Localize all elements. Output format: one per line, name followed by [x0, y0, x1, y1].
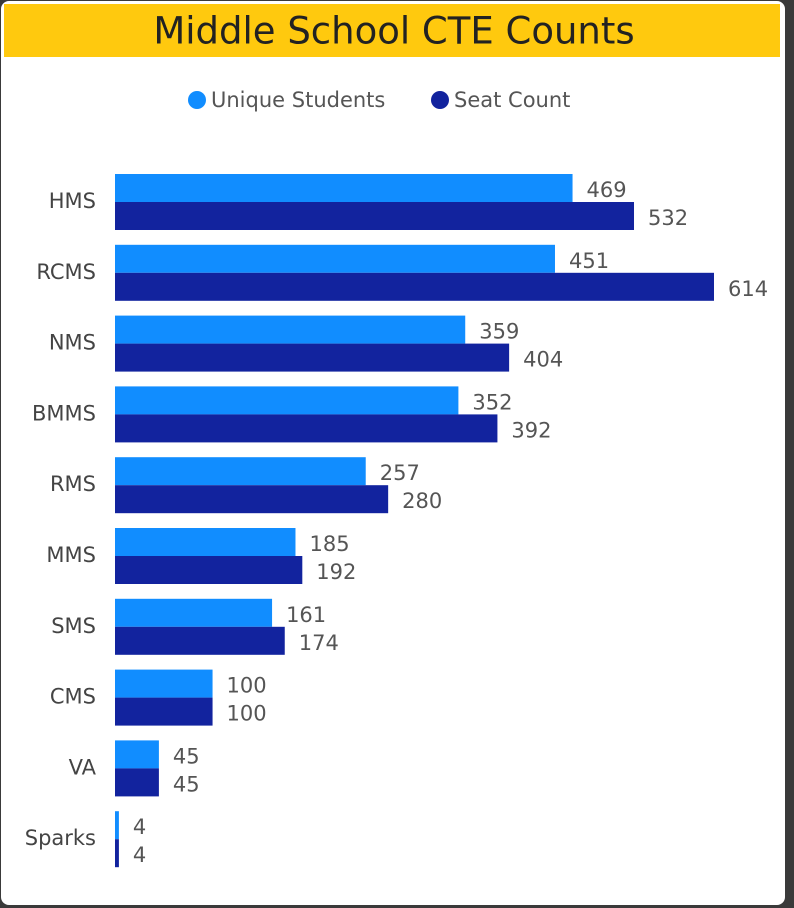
bar [115, 740, 159, 769]
data-label: 174 [299, 631, 339, 655]
data-label: 614 [728, 277, 768, 301]
bar [115, 315, 466, 344]
legend-swatch [431, 91, 449, 109]
y-tick-label: BMMS [32, 401, 96, 425]
y-tick-label: MMS [46, 543, 96, 567]
data-label: 404 [523, 348, 563, 372]
data-label: 4 [133, 815, 146, 839]
bar [115, 528, 296, 556]
y-tick-label: CMS [50, 685, 96, 709]
bar [115, 697, 213, 726]
bar [115, 202, 635, 230]
bar [115, 768, 159, 797]
legend-label: Seat Count [454, 88, 570, 112]
y-tick-label: VA [69, 755, 97, 779]
y-tick-label: Sparks [25, 826, 96, 850]
data-label: 469 [587, 178, 627, 202]
data-label: 100 [227, 702, 267, 726]
data-label: 192 [316, 560, 356, 584]
data-label: 4 [133, 843, 146, 867]
bar [115, 174, 573, 202]
data-label: 257 [380, 461, 420, 485]
bar [115, 414, 498, 443]
bar [115, 343, 510, 372]
bar [115, 244, 555, 273]
data-label: 392 [511, 418, 551, 442]
y-tick-label: HMS [49, 189, 96, 213]
data-label: 161 [286, 603, 326, 627]
data-label: 532 [648, 206, 688, 230]
y-tick-label: RCMS [36, 260, 96, 284]
bar [115, 811, 119, 840]
data-label: 451 [569, 249, 609, 273]
y-tick-label: SMS [51, 614, 96, 638]
data-label: 100 [227, 674, 267, 698]
y-tick-label: RMS [50, 472, 96, 496]
bar [115, 457, 366, 486]
bar [115, 598, 273, 627]
data-label: 280 [402, 489, 442, 513]
data-label: 45 [173, 772, 200, 796]
bar [115, 626, 285, 655]
bar [115, 386, 459, 415]
bar [115, 669, 213, 698]
bar [115, 839, 119, 868]
bar [115, 556, 303, 584]
bar [115, 272, 714, 301]
bar [115, 485, 389, 514]
legend-label: Unique Students [211, 88, 385, 112]
data-label: 45 [173, 744, 200, 768]
y-tick-label: NMS [49, 331, 96, 355]
legend-swatch [188, 91, 206, 109]
data-label: 352 [472, 390, 512, 414]
data-label: 185 [309, 532, 349, 556]
chart-title: Middle School CTE Counts [153, 10, 634, 53]
title-bar [4, 4, 780, 57]
data-label: 359 [479, 320, 519, 344]
